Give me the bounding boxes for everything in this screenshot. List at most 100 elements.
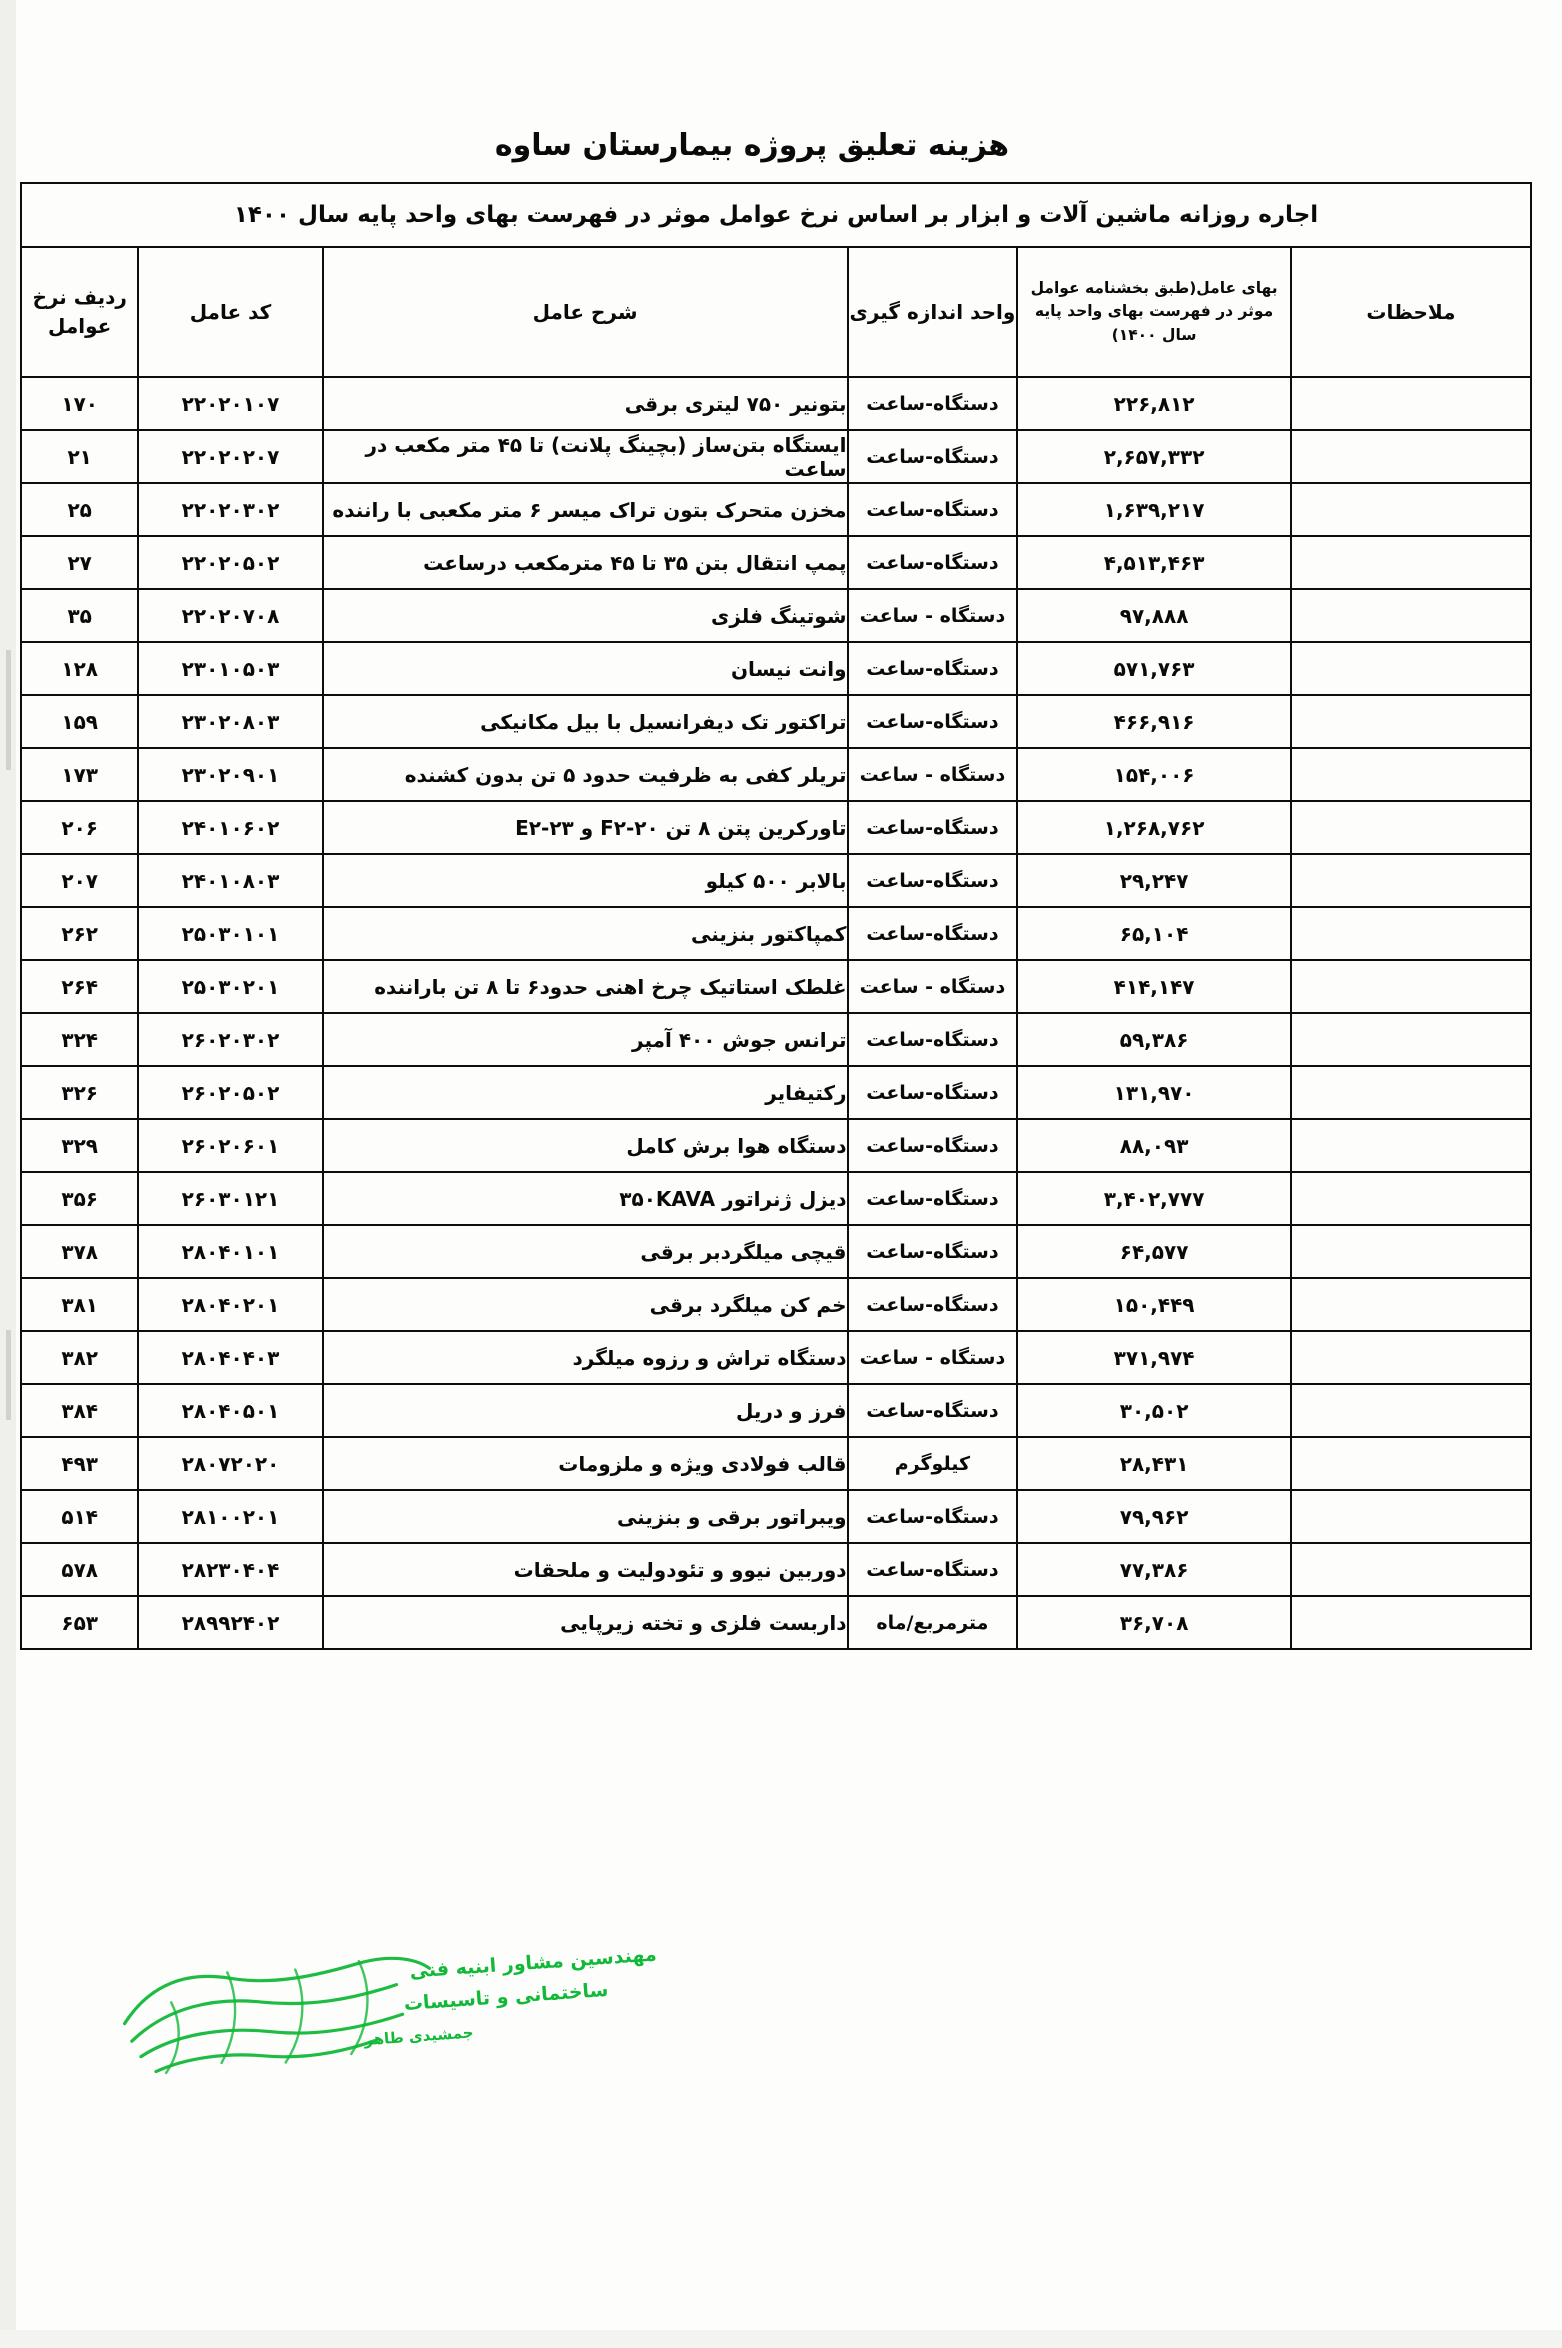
- table-row: ۴۱۴,۱۴۷ دستگاه - ساعت غلطک استاتیک چرخ اهن…: [19, 959, 1533, 1014]
- cell-description: دیزل ژنراتور ۳۵۰KAVA: [321, 1171, 849, 1226]
- cell-code: ۲۲۰۲۰۳۰۲: [137, 482, 324, 537]
- table-row: ۴,۵۱۳,۴۶۳ دستگاه-ساعت پمپ انتقال بتن ۳۵ تا…: [19, 535, 1533, 590]
- cell-description: بتونیر ۷۵۰ لیتری برقی: [321, 376, 849, 431]
- cell-rank: ۲۱: [19, 429, 140, 484]
- cell-rank: ۲۰۷: [19, 853, 140, 908]
- cell-unit: دستگاه-ساعت: [846, 1118, 1019, 1173]
- table-row: ۶۵,۱۰۴ دستگاه-ساعت کمپاکتور بنزینی ۲۵۰۳۰۱۰۱…: [19, 906, 1533, 961]
- cell-code: ۲۵۰۳۰۲۰۱: [137, 959, 324, 1014]
- scan-edge-mark-left-1: [6, 650, 11, 770]
- cell-rank: ۵۷۸: [19, 1542, 140, 1597]
- cell-code: ۲۶۰۲۰۶۰۱: [137, 1118, 324, 1173]
- cell-price: ۱,۲۶۸,۷۶۲: [1016, 800, 1292, 855]
- column-header-code: کد عامل: [137, 246, 324, 378]
- cell-rank: ۲۷: [19, 535, 140, 590]
- cell-rank: ۱۷۳: [19, 747, 140, 802]
- cell-price: ۳۷۱,۹۷۴: [1016, 1330, 1292, 1385]
- table-row: ۸۸,۰۹۳ دستگاه-ساعت دستگاه هوا برش کامل ۲۶۰۲…: [19, 1118, 1533, 1173]
- cell-description: پمپ انتقال بتن ۳۵ تا ۴۵ مترمکعب درساعت: [321, 535, 849, 590]
- cell-price: ۲۸,۴۳۱: [1016, 1436, 1292, 1491]
- cell-code: ۲۶۰۲۰۳۰۲: [137, 1012, 324, 1067]
- table-row: ۳,۴۰۲,۷۷۷ دستگاه-ساعت دیزل ژنراتور ۳۵۰KAVA…: [19, 1171, 1533, 1226]
- cell-rank: ۳۵۶: [19, 1171, 140, 1226]
- cell-code: ۲۳۰۱۰۵۰۳: [137, 641, 324, 696]
- table-row: ۱,۶۳۹,۲۱۷ دستگاه-ساعت مخزن متحرک بتون تراک…: [19, 482, 1533, 537]
- cell-price: ۱۳۱,۹۷۰: [1016, 1065, 1292, 1120]
- cell-rank: ۲۰۶: [19, 800, 140, 855]
- cell-code: ۲۴۰۱۰۸۰۳: [137, 853, 324, 908]
- cell-note: [1289, 1330, 1533, 1385]
- table-row: ۴۶۶,۹۱۶ دستگاه-ساعت تراکتور تک دیفرانسیل ب…: [19, 694, 1533, 749]
- cell-description: قیچی میلگردبر برقی: [321, 1224, 849, 1279]
- cell-unit: دستگاه-ساعت: [846, 906, 1019, 961]
- cell-description: فرز و دریل: [321, 1383, 849, 1438]
- cell-note: [1289, 1542, 1533, 1597]
- cell-price: ۴۱۴,۱۴۷: [1016, 959, 1292, 1014]
- cell-code: ۲۸۰۷۲۰۲۰: [137, 1436, 324, 1491]
- cell-code: ۲۲۰۲۰۲۰۷: [137, 429, 324, 484]
- cell-price: ۴,۵۱۳,۴۶۳: [1016, 535, 1292, 590]
- cell-price: ۱,۶۳۹,۲۱۷: [1016, 482, 1292, 537]
- cell-code: ۲۸۲۳۰۴۰۴: [137, 1542, 324, 1597]
- cell-unit: دستگاه-ساعت: [846, 1277, 1019, 1332]
- cell-unit: کیلوگرم: [846, 1436, 1019, 1491]
- table-row: ۳۰,۵۰۲ دستگاه-ساعت فرز و دریل ۲۸۰۴۰۵۰۱ ۳۸۴: [19, 1383, 1533, 1438]
- cell-unit: دستگاه-ساعت: [846, 535, 1019, 590]
- cell-description: قالب فولادی ویژه و ملزومات: [321, 1436, 849, 1491]
- cell-rank: ۱۲۸: [19, 641, 140, 696]
- cell-unit: دستگاه-ساعت: [846, 376, 1019, 431]
- cell-rank: ۳۸۴: [19, 1383, 140, 1438]
- table-header: اجاره روزانه ماشین آلات و ابزار بر اساس …: [19, 182, 1533, 378]
- cell-rank: ۲۶۴: [19, 959, 140, 1014]
- cell-description: تراکتور تک دیفرانسیل با بیل مکانیکی: [321, 694, 849, 749]
- table-row: ۹۷,۸۸۸ دستگاه - ساعت شوتینگ فلزی ۲۲۰۲۰۷۰۸ ۳۵: [19, 588, 1533, 643]
- cell-description: وانت نیسان: [321, 641, 849, 696]
- cell-unit: دستگاه - ساعت: [846, 959, 1019, 1014]
- cell-price: ۹۷,۸۸۸: [1016, 588, 1292, 643]
- cell-unit: دستگاه-ساعت: [846, 641, 1019, 696]
- cell-unit: دستگاه-ساعت: [846, 429, 1019, 484]
- table-row: ۱,۲۶۸,۷۶۲ دستگاه-ساعت تاورکرین پتن ۸ تن ۲۰…: [19, 800, 1533, 855]
- cell-note: [1289, 535, 1533, 590]
- cell-note: [1289, 1012, 1533, 1067]
- cell-unit: دستگاه - ساعت: [846, 747, 1019, 802]
- cell-description: ویبراتور برقی و بنزینی: [321, 1489, 849, 1544]
- cell-note: [1289, 1065, 1533, 1120]
- cell-rank: ۲۶۲: [19, 906, 140, 961]
- scan-edge-mark-bottom: [0, 2330, 1562, 2348]
- cell-note: [1289, 1277, 1533, 1332]
- cell-description: غلطک استاتیک چرخ اهنی حدود۶ تا ۸ تن بارا…: [321, 959, 849, 1014]
- cell-code: ۲۸۱۰۰۲۰۱: [137, 1489, 324, 1544]
- cell-code: ۲۸۹۹۲۴۰۲: [137, 1595, 324, 1650]
- cell-description: ترانس جوش ۴۰۰ آمپر: [321, 1012, 849, 1067]
- cell-price: ۲۹,۲۴۷: [1016, 853, 1292, 908]
- machinery-daily-rent-table: اجاره روزانه ماشین آلات و ابزار بر اساس …: [19, 182, 1533, 1650]
- cell-note: [1289, 1489, 1533, 1544]
- table-body: ۲۲۶,۸۱۲ دستگاه-ساعت بتونیر ۷۵۰ لیتری برقی ۲…: [19, 376, 1533, 1650]
- cell-code: ۲۸۰۴۰۵۰۱: [137, 1383, 324, 1438]
- cell-rank: ۱۵۹: [19, 694, 140, 749]
- cell-price: ۵۹,۳۸۶: [1016, 1012, 1292, 1067]
- cell-price: ۳,۴۰۲,۷۷۷: [1016, 1171, 1292, 1226]
- cell-price: ۶۴,۵۷۷: [1016, 1224, 1292, 1279]
- cell-code: ۲۲۰۲۰۷۰۸: [137, 588, 324, 643]
- scan-edge-mark-top-left: [0, 0, 16, 2348]
- cell-note: [1289, 800, 1533, 855]
- cell-code: ۲۲۰۲۰۵۰۲: [137, 535, 324, 590]
- cell-price: ۲,۶۵۷,۳۳۲: [1016, 429, 1292, 484]
- cell-price: ۴۶۶,۹۱۶: [1016, 694, 1292, 749]
- table-row: ۵۹,۳۸۶ دستگاه-ساعت ترانس جوش ۴۰۰ آمپر ۲۶۰۲۰…: [19, 1012, 1533, 1067]
- cell-note: [1289, 694, 1533, 749]
- cell-price: ۷۹,۹۶۲: [1016, 1489, 1292, 1544]
- table-row: ۲۲۶,۸۱۲ دستگاه-ساعت بتونیر ۷۵۰ لیتری برقی ۲…: [19, 376, 1533, 431]
- rates-table-container: اجاره روزانه ماشین آلات و ابزار بر اساس …: [19, 182, 1533, 1650]
- cell-unit: دستگاه-ساعت: [846, 800, 1019, 855]
- column-header-rank: ردیف نرخ عوامل: [19, 246, 140, 378]
- table-row: ۱۵۰,۴۴۹ دستگاه-ساعت خم کن میلگرد برقی ۲۸۰۴۰…: [19, 1277, 1533, 1332]
- column-header-unit: واحد اندازه گیری: [846, 246, 1019, 378]
- table-row: ۶۴,۵۷۷ دستگاه-ساعت قیچی میلگردبر برقی ۲۸۰۴۰…: [19, 1224, 1533, 1279]
- cell-rank: ۳۲۹: [19, 1118, 140, 1173]
- cell-unit: دستگاه-ساعت: [846, 1383, 1019, 1438]
- table-subtitle: اجاره روزانه ماشین آلات و ابزار بر اساس …: [20, 182, 1532, 248]
- cell-code: ۲۸۰۴۰۴۰۳: [137, 1330, 324, 1385]
